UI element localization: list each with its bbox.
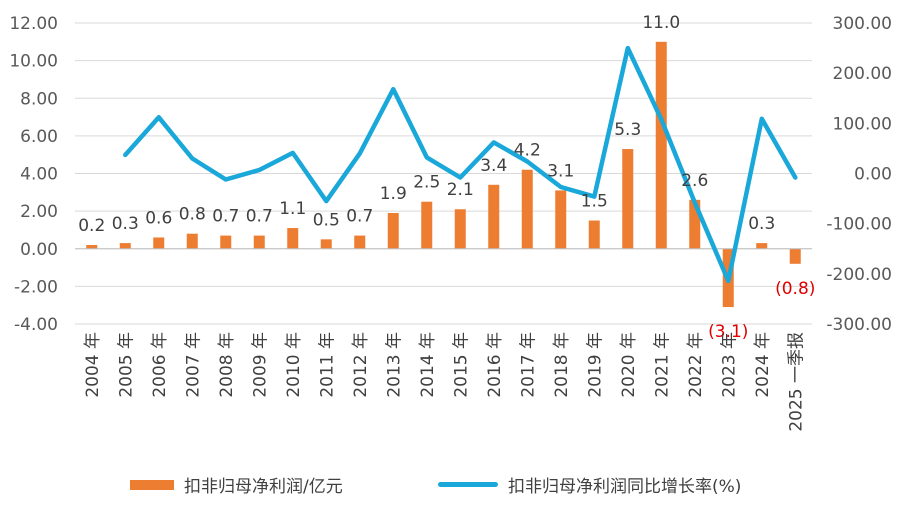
legend-item-growth[interactable]: 扣非归母净利润同比增长率(%): [438, 472, 741, 497]
legend-line-label: 扣非归母净利润同比增长率(%): [508, 477, 742, 497]
bar-data-label: 3.4: [480, 156, 507, 176]
y-left-tick-label: 6.00: [20, 127, 58, 147]
y-left-tick-label: -2.00: [14, 277, 58, 297]
bar: [186, 233, 198, 249]
bar-data-label: 0.7: [246, 207, 273, 227]
x-tick-label: 2014 年: [418, 332, 438, 398]
y-right-tick-label: 0.00: [854, 165, 892, 185]
x-tick-label: 2008 年: [217, 332, 237, 398]
bar: [789, 248, 801, 264]
x-tick-label: 2025 一季报: [786, 332, 806, 432]
x-tick-label: 2020 年: [619, 332, 639, 398]
x-tick-label: 2012 年: [351, 332, 371, 398]
y-left-tick-label: 0.00: [20, 240, 58, 260]
bar: [655, 41, 667, 249]
y-right-tick-label: 300.00: [833, 14, 892, 34]
bar: [354, 235, 366, 249]
bar: [521, 169, 533, 249]
y-right-tick-label: -100.00: [826, 215, 892, 235]
x-axis: 2004 年 2005 年 2006 年 2007 年 2008 年 2009 年 2010…: [83, 332, 807, 432]
y-axis-right: -300.00 -200.00 -100.00 0.00 100.00 200.00 300…: [826, 14, 892, 335]
bar: [320, 239, 332, 249]
bar: [454, 209, 466, 249]
bar: [689, 199, 701, 249]
data-labels: 0.2 0.3 0.6 0.8 0.7 0.7 1.1 0.5 0.7 1.9 2.5 2.1 3.4 4…: [78, 13, 815, 342]
bar-series: [86, 41, 801, 308]
bar: [86, 244, 98, 249]
x-tick-label: 2009 年: [250, 332, 270, 398]
y-right-tick-label: 100.00: [833, 114, 892, 134]
y-right-tick-label: 200.00: [833, 64, 892, 84]
bar-data-label: 0.5: [313, 210, 340, 230]
legend-line-swatch: [438, 482, 498, 487]
x-tick-label: 2017 年: [518, 332, 538, 398]
x-tick-label: 2006 年: [150, 332, 170, 398]
y-right-tick-label: -300.00: [826, 315, 892, 335]
x-tick-label: 2016 年: [485, 332, 505, 398]
bar: [253, 235, 265, 249]
bar-data-label: 0.3: [112, 214, 139, 234]
bar-data-label: 0.2: [78, 216, 105, 236]
y-left-tick-label: 10.00: [9, 52, 58, 72]
x-tick-label: 2011 年: [317, 332, 337, 398]
bar: [756, 243, 768, 249]
y-axis-left: -4.00 -2.00 0.00 2.00 4.00 6.00 8.00 10.00 12.00: [9, 14, 58, 335]
growth-rate-line: [123, 45, 798, 284]
bar: [421, 201, 433, 249]
bar-data-label: 0.8: [179, 205, 206, 225]
y-left-tick-label: -4.00: [14, 315, 58, 335]
x-tick-label: 2004 年: [83, 332, 103, 398]
bar: [555, 190, 567, 249]
bar: [287, 228, 299, 249]
legend-bar-swatch: [130, 479, 174, 490]
x-tick-label: 2018 年: [552, 332, 572, 398]
x-tick-label: 2013 年: [384, 332, 404, 398]
bar-data-label: 1.1: [279, 199, 306, 219]
bar-data-label: 11.0: [642, 13, 680, 33]
bar-data-label: 0.3: [748, 214, 775, 234]
bar-data-label: 3.1: [547, 161, 574, 181]
bar-data-label: 1.9: [380, 184, 407, 204]
bar-data-label: (0.8): [775, 279, 815, 299]
legend-item-profit[interactable]: 扣非归母净利润/亿元: [130, 472, 343, 497]
y-left-tick-label: 12.00: [9, 14, 58, 34]
bar-data-label: 2.1: [447, 180, 474, 200]
x-tick-label: 2023 年: [719, 332, 739, 398]
bar-data-label: 2.6: [681, 171, 708, 191]
x-tick-label: 2015 年: [451, 332, 471, 398]
bar: [220, 235, 232, 249]
x-tick-label: 2021 年: [652, 332, 672, 398]
chart: -4.00 -2.00 0.00 2.00 4.00 6.00 8.00 10.00 12.00…: [9, 13, 892, 432]
y-left-tick-label: 2.00: [20, 202, 58, 222]
bar-data-label: 2.5: [413, 173, 440, 193]
bar-data-label: 0.6: [145, 208, 172, 228]
bar-data-label: 4.2: [514, 141, 541, 161]
x-tick-label: 2022 年: [686, 332, 706, 398]
bar: [153, 237, 165, 249]
x-tick-label: 2005 年: [116, 332, 136, 398]
x-tick-label: 2019 年: [585, 332, 605, 398]
x-tick-label: 2007 年: [183, 332, 203, 398]
legend-bar-label: 扣非归母净利润/亿元: [184, 477, 343, 497]
bar: [119, 243, 131, 249]
bar-data-label: 1.5: [581, 192, 608, 212]
bar-data-label: 5.3: [614, 120, 641, 140]
bar-data-label: 0.7: [346, 207, 373, 227]
y-left-tick-label: 8.00: [20, 89, 58, 109]
line-series: [123, 45, 798, 284]
bar-data-label: 0.7: [212, 207, 239, 227]
x-tick-label: 2010 年: [284, 332, 304, 398]
y-right-tick-label: -200.00: [826, 265, 892, 285]
bar: [488, 184, 500, 249]
bar: [387, 213, 399, 249]
bar-data-label: (3.1): [708, 322, 748, 342]
legend: 扣非归母净利润/亿元 扣非归母净利润同比增长率(%): [0, 472, 913, 502]
x-tick-label: 2024 年: [753, 332, 773, 398]
bar: [588, 220, 600, 249]
y-left-tick-label: 4.00: [20, 165, 58, 185]
bar: [622, 149, 634, 249]
